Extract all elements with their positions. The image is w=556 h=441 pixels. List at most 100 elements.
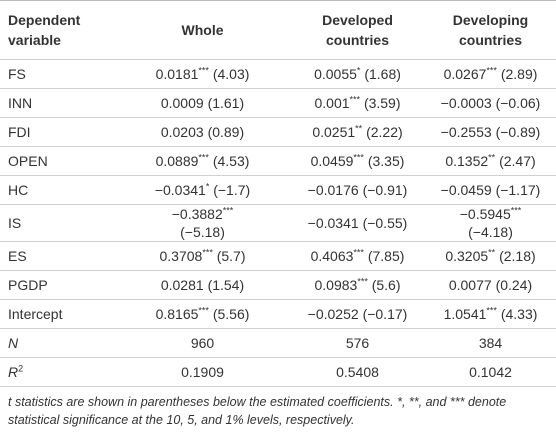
row-label: HC	[8, 182, 29, 198]
coefficient: 0.001	[314, 95, 350, 111]
coefficient: 576	[345, 335, 370, 351]
row-label: OPEN	[8, 153, 48, 169]
coefficient: −0.3882	[171, 206, 223, 222]
data-cell: 0.0009 (1.61)	[115, 88, 290, 118]
row-label-cell: INN	[0, 88, 115, 118]
coefficient: 0.0267	[443, 66, 487, 82]
significance-stars: ***	[353, 247, 364, 258]
row-label-cell: HC	[0, 175, 115, 205]
table-row: FDI 0.0203 (0.89) 0.0251** (2.22) −0.2553 (…	[0, 117, 556, 147]
data-cell: 0.1042	[425, 357, 556, 387]
row-label-cell: PGDP	[0, 270, 115, 300]
coefficient: 0.5408	[336, 364, 379, 380]
data-cell: 0.0267*** (2.89)	[425, 59, 556, 89]
significance-stars: **	[488, 152, 496, 163]
table-row: IS −0.3882*** (−5.18) −0.0341 (−0.55) −0.594…	[0, 204, 556, 242]
significance-stars: ***	[198, 305, 209, 316]
results-table: Dependent variable Whole Developed countri…	[0, 0, 556, 387]
data-cell: 0.0251** (2.22)	[290, 117, 425, 147]
t-statistic: (−0.91)	[362, 182, 408, 198]
coefficient: 0.1042	[469, 364, 512, 380]
t-statistic: (−0.89)	[495, 124, 541, 140]
t-statistic: (4.53)	[212, 153, 250, 169]
table-body: FS 0.0181*** (4.03) 0.0055* (1.68) 0.0267**…	[0, 59, 556, 387]
data-cell: −0.3882*** (−5.18)	[115, 204, 290, 242]
row-label-cell: R2	[0, 357, 115, 387]
data-cell: 0.3708*** (5.7)	[115, 241, 290, 271]
data-cell: 384	[425, 328, 556, 358]
significance-stars: ***	[353, 152, 364, 163]
coefficient: 0.3205	[445, 248, 489, 264]
row-label: FS	[8, 66, 26, 82]
data-cell: 0.5408	[290, 357, 425, 387]
coefficient: 0.0983	[314, 277, 358, 293]
table-row: FS 0.0181*** (4.03) 0.0055* (1.68) 0.0267**…	[0, 59, 556, 89]
data-cell: 0.1352** (2.47)	[425, 146, 556, 176]
data-cell: 0.0077 (0.24)	[425, 270, 556, 300]
column-header: Developing countries	[425, 0, 556, 60]
data-cell: 0.8165*** (5.56)	[115, 299, 290, 329]
superscript: 2	[18, 363, 24, 374]
header-row: Dependent variable Whole Developed countri…	[0, 0, 556, 60]
coefficient: 0.4063	[310, 248, 354, 264]
significance-stars: ***	[198, 65, 209, 76]
data-cell: −0.5945*** (−4.18)	[425, 204, 556, 242]
table-row: OPEN 0.0889*** (4.53) 0.0459*** (3.35) 0.13…	[0, 146, 556, 176]
coefficient: −0.0176	[307, 182, 359, 198]
significance-stars: ***	[486, 305, 497, 316]
t-statistic: (4.03)	[212, 66, 250, 82]
coefficient: 0.1352	[445, 153, 489, 169]
data-cell: 0.0459*** (3.35)	[290, 146, 425, 176]
significance-stars: *	[205, 181, 210, 192]
coefficient: −0.0252	[307, 306, 359, 322]
data-cell: 0.1909	[115, 357, 290, 387]
data-cell: 0.0983*** (5.6)	[290, 270, 425, 300]
coefficient: 0.0251	[312, 124, 356, 140]
data-cell: −0.0176 (−0.91)	[290, 175, 425, 205]
data-cell: −0.0341 (−0.55)	[290, 204, 425, 242]
t-statistic: (2.18)	[499, 248, 536, 264]
significance-stars: ***	[357, 276, 368, 287]
table-row: R2 0.1909 0.5408 0.1042	[0, 357, 556, 387]
column-header: Developed countries	[290, 0, 425, 60]
row-label: ES	[8, 248, 27, 264]
t-statistic: (0.24)	[495, 277, 533, 293]
t-statistic: (−1.17)	[495, 182, 541, 198]
row-label: FDI	[8, 124, 31, 140]
coefficient: 0.0181	[155, 66, 199, 82]
table-note: t statistics are shown in parentheses be…	[8, 395, 507, 427]
data-cell: 0.0203 (0.89)	[115, 117, 290, 147]
t-statistic: (1.61)	[207, 95, 245, 111]
table-row: PGDP 0.0281 (1.54) 0.0983*** (5.6) 0.0077 (…	[0, 270, 556, 300]
coefficient: 0.8165	[155, 306, 199, 322]
row-label: PGDP	[8, 277, 48, 293]
row-label: Intercept	[8, 306, 63, 322]
t-statistic: (2.47)	[499, 153, 536, 169]
t-statistic: (2.22)	[366, 124, 403, 140]
row-label-cell: FDI	[0, 117, 115, 147]
t-statistic: (1.68)	[364, 66, 401, 82]
data-cell: −0.0341* (−1.7)	[115, 175, 290, 205]
data-cell: 0.0055* (1.68)	[290, 59, 425, 89]
data-cell: 1.0541*** (4.33)	[425, 299, 556, 329]
data-cell: 960	[115, 328, 290, 358]
data-cell: 0.0181*** (4.03)	[115, 59, 290, 89]
t-statistic: (5.7)	[216, 248, 246, 264]
table-row: ES 0.3708*** (5.7) 0.4063*** (7.85) 0.3205*…	[0, 241, 556, 271]
t-statistic: (1.54)	[207, 277, 245, 293]
row-label: R	[8, 364, 19, 380]
coefficient: −0.0459	[440, 182, 492, 198]
t-statistic: (4.33)	[500, 306, 538, 322]
column-header: Whole	[115, 0, 290, 60]
row-label: IS	[8, 215, 22, 231]
coefficient: 0.0281	[160, 277, 204, 293]
coefficient: 0.0077	[448, 277, 492, 293]
data-cell: 0.001*** (3.59)	[290, 88, 425, 118]
coefficient: 960	[190, 335, 215, 351]
table-row: INN 0.0009 (1.61) 0.001*** (3.59) −0.0003 (…	[0, 88, 556, 118]
t-statistic: (−1.7)	[213, 182, 251, 198]
row-label-cell: Intercept	[0, 299, 115, 329]
row-label: N	[8, 335, 19, 351]
significance-stars: **	[488, 247, 496, 258]
